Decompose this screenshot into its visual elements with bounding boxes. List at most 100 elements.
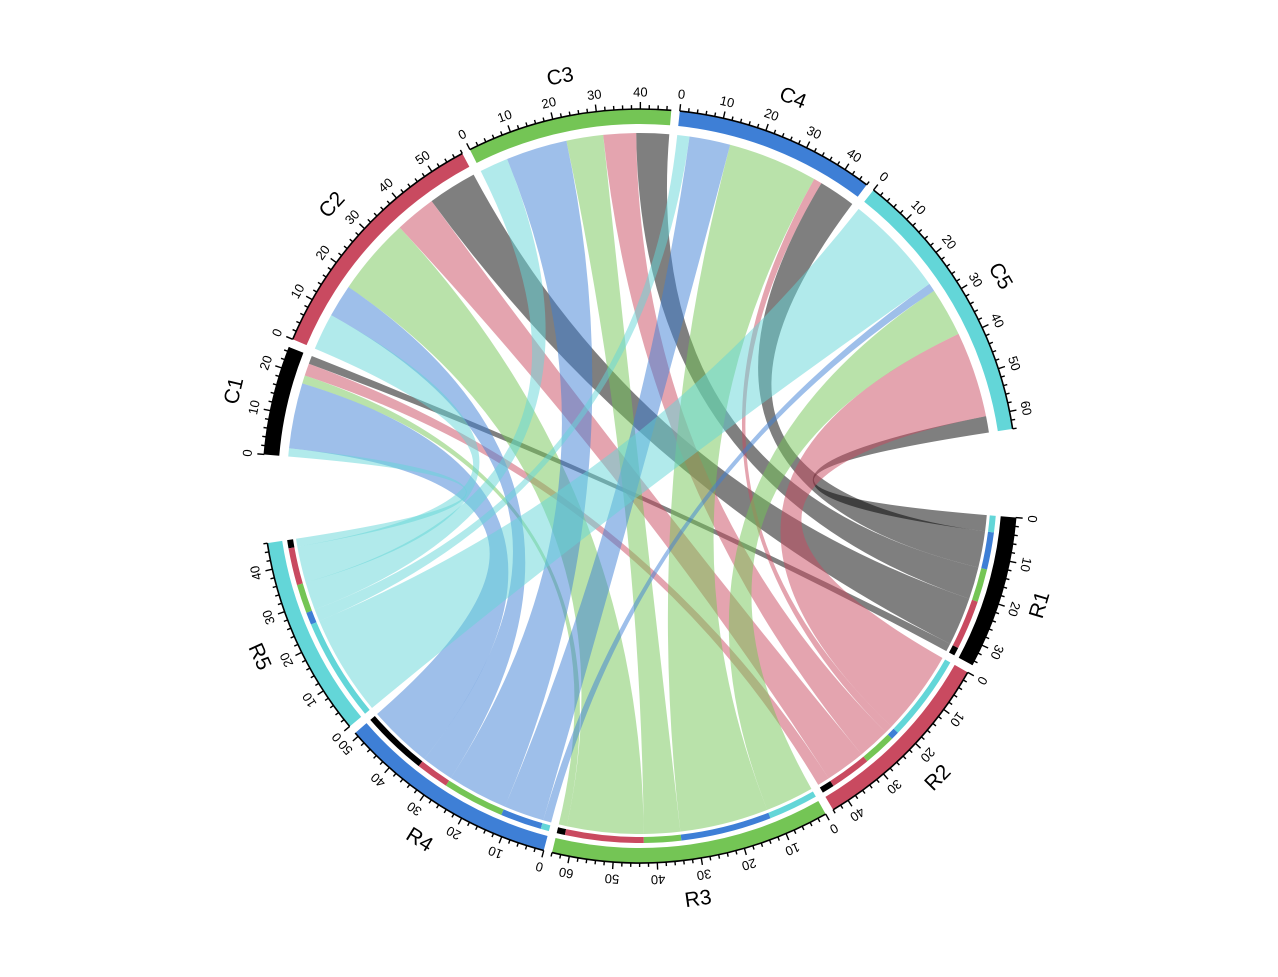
tick-label: 60 [1017,399,1035,416]
minor-tick [330,705,333,707]
minor-tick [551,853,552,857]
minor-tick [1006,393,1010,394]
band-r3-c3 [644,835,682,843]
minor-tick [974,661,978,663]
minor-tick [867,182,869,185]
band-r3-c1 [557,827,566,835]
sector-label-r1: R1 [1025,589,1055,621]
minor-tick [938,716,941,718]
minor-tick [1005,579,1009,580]
minor-tick [484,830,486,834]
major-tick [701,858,702,865]
minor-tick [930,243,933,246]
major-tick [595,105,596,112]
minor-tick [509,840,510,844]
minor-tick [913,223,916,226]
minor-tick [325,698,328,700]
minor-tick [814,148,816,152]
major-tick [1010,410,1017,411]
minor-tick [952,272,955,274]
tick-label: 20 [939,232,960,253]
minor-tick [757,124,758,128]
minor-tick [949,702,952,704]
minor-tick [749,121,750,125]
minor-tick [933,723,936,726]
tick-label: 10 [718,93,735,111]
minor-tick [501,131,502,135]
minor-tick [270,578,274,579]
minor-tick [693,859,694,863]
minor-tick [941,257,944,259]
minor-tick [492,833,494,837]
minor-tick [381,207,384,210]
major-tick [915,743,920,748]
major-tick [428,166,432,172]
minor-tick [992,621,996,622]
tick-label: 0 [877,169,892,185]
tick-label: 20 [256,353,275,371]
sector-label-r4: R4 [402,823,437,857]
minor-tick [264,428,268,429]
minor-tick [897,762,900,765]
minor-tick [344,246,347,249]
minor-tick [992,351,996,352]
major-tick [458,818,461,824]
major-tick [807,142,810,148]
major-tick [1009,561,1016,562]
links-layer [288,133,989,834]
minor-tick [978,318,982,320]
minor-tick [719,855,720,859]
minor-tick [727,853,728,857]
tick-label: 10 [1017,556,1035,573]
minor-tick [1011,419,1015,420]
minor-tick [925,236,928,239]
minor-tick [774,130,775,134]
tick-label: 0 [677,86,686,102]
minor-tick [1008,402,1012,403]
tick-label: 20 [540,94,558,112]
tick-label: 40 [988,311,1008,330]
minor-tick [262,436,266,437]
major-tick [265,569,272,571]
minor-tick [569,112,570,116]
minor-tick [959,687,962,689]
minor-tick [830,157,832,160]
major-tick [264,409,271,410]
minor-tick [791,137,793,141]
minor-tick [367,749,370,752]
minor-tick [818,818,820,822]
major-tick [1016,518,1023,519]
minor-tick [534,848,535,852]
minor-tick [294,644,298,646]
tick-label: 20 [312,242,333,263]
major-tick [286,337,292,340]
tick-label: 30 [696,866,713,883]
minor-tick [318,282,321,284]
major-tick [944,709,950,713]
tick-label: 30 [884,776,905,797]
tick-label: 30 [804,123,824,143]
tick-label: 20 [1005,600,1024,618]
minor-tick [535,120,536,124]
minor-tick [995,359,999,360]
minor-tick [380,762,383,765]
minor-tick [966,294,969,296]
minor-tick [810,822,812,826]
minor-tick [1014,535,1018,536]
minor-tick [400,779,403,782]
tick-label: 10 [495,106,514,125]
major-tick [936,248,941,252]
tick-label: 30 [987,643,1007,662]
sector-label-r2: R2 [920,760,955,795]
minor-tick [407,785,409,788]
minor-tick [736,851,737,855]
minor-tick [281,358,285,359]
minor-tick [890,768,893,771]
minor-tick [361,743,364,746]
major-tick [883,774,888,779]
major-tick [392,193,397,198]
minor-tick [444,809,446,812]
minor-tick [356,232,359,235]
minor-tick [887,198,890,201]
minor-tick [689,108,690,112]
